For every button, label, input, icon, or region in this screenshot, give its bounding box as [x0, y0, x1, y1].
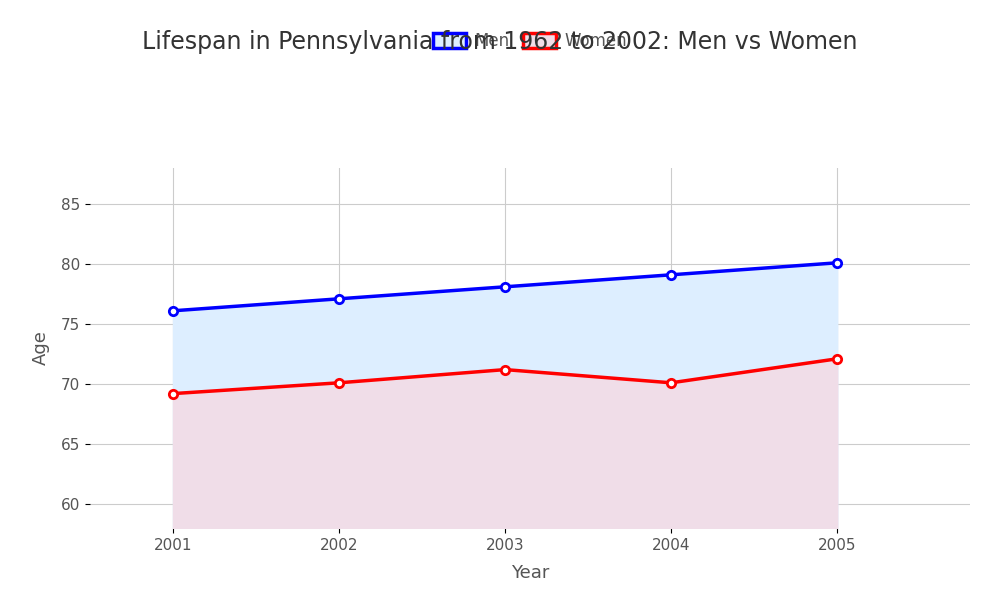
Y-axis label: Age: Age	[32, 331, 50, 365]
X-axis label: Year: Year	[511, 564, 549, 582]
Text: Lifespan in Pennsylvania from 1962 to 2002: Men vs Women: Lifespan in Pennsylvania from 1962 to 20…	[142, 30, 858, 54]
Legend: Men, Women: Men, Women	[426, 25, 634, 56]
